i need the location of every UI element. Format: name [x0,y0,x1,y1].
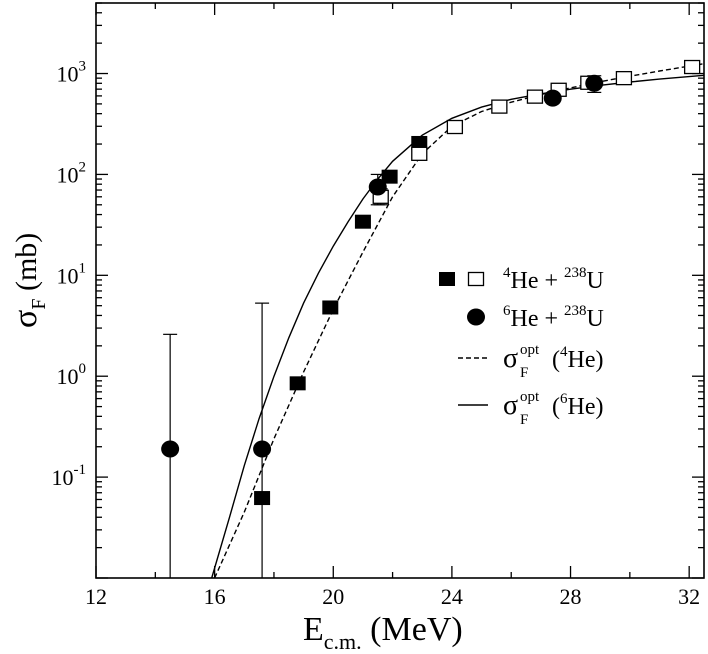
y-tick-label: 103 [57,59,87,87]
legend: 4He + 238U 6He + 238U σ opt F (4He) σ opt F (6H… [439,265,604,428]
y-tick-label: 101 [57,260,87,288]
point-he4_filled [254,491,271,506]
point-he4_filled [381,169,398,184]
x-tick-label: 28 [560,584,582,609]
data-points [161,59,701,506]
y-tick-label: 100 [57,361,87,389]
curve-opt_he4 [213,63,705,579]
point-he4_open [491,99,508,114]
x-tick-label: 32 [678,584,700,609]
legend-label-opt_he4: σ opt F (4He) [503,342,603,381]
point-he4_open [615,70,633,86]
legend-marker-open-square [467,271,485,287]
plot-frame [95,2,705,579]
x-tick-label: 16 [204,584,226,609]
y-tick-label: 102 [57,159,87,187]
x-tick-labels: 12 16 20 24 28 32 [85,584,700,609]
legend-label-he4: 4He + 238U [503,265,604,294]
y-axis-title: σF (mb) [7,233,50,328]
point-he4_open [526,89,544,104]
legend-marker-filled-square [439,272,455,286]
legend-marker-filled-circle [467,308,485,326]
point-he4_open [446,119,464,135]
point-he6 [253,440,272,458]
point-he4_filled [289,376,306,391]
curve-opt_he6 [211,74,705,579]
point-he6 [543,89,562,107]
legend-label-opt_he6: σ opt F (6He) [503,389,603,428]
legend-label-he6: 6He + 238U [503,303,604,332]
y-tick-labels: 10-1 100 101 102 103 [52,59,87,491]
point-he6 [161,440,180,458]
y-tick-label: 10-1 [52,462,87,490]
axis-ticks [95,2,704,579]
point-he4_open [411,146,428,161]
x-tick-label: 24 [441,584,463,609]
point-he4_open [683,59,701,75]
x-axis-title: Ec.m. (MeV) [303,611,463,654]
point-he4_filled [322,300,339,315]
x-tick-label: 20 [322,584,344,609]
model-curves [211,63,705,579]
point-he4_filled [411,135,428,150]
point-he6 [368,178,387,196]
point-he6 [585,74,604,92]
point-he4_filled [354,214,371,229]
x-tick-label: 12 [85,584,107,609]
svg-text:σF (mb): σF (mb) [7,233,50,328]
